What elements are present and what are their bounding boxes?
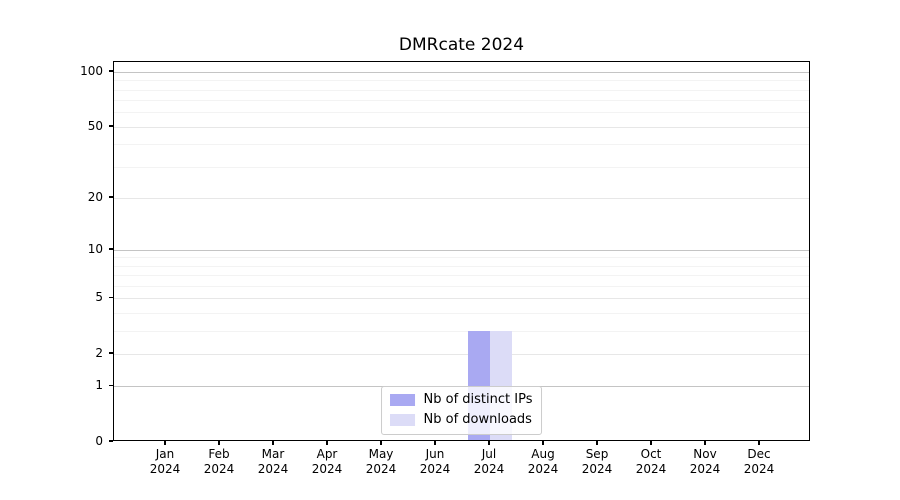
y-tick-label: 20: [87, 189, 103, 204]
x-tick-year: 2024: [743, 462, 775, 476]
x-tick-month: Sep: [585, 447, 609, 461]
x-tick-mark: [434, 441, 436, 445]
x-tick-mark: [488, 441, 490, 445]
legend-item: Nb of downloads: [389, 412, 533, 428]
y-tick-mark: [109, 196, 113, 198]
y-tick-mark: [109, 70, 113, 72]
y-minor-gridline: [114, 80, 809, 82]
y-tick-mark: [109, 248, 113, 250]
x-tick-mark: [758, 441, 760, 445]
y-minor-gridline: [114, 89, 809, 91]
x-tick-month: Jan: [155, 447, 175, 461]
legend-item: Nb of distinct IPs: [389, 392, 533, 408]
legend-label: Nb of distinct IPs: [423, 392, 533, 407]
legend: Nb of distinct IPs Nb of downloads: [380, 386, 543, 435]
y-major-gridline: [114, 197, 809, 199]
x-tick-month: May: [368, 447, 394, 461]
y-tick-mark: [109, 352, 113, 354]
x-tick-year: 2024: [311, 462, 343, 476]
y-major-gridline: [114, 249, 809, 251]
y-minor-gridline: [114, 166, 809, 168]
y-tick-label: 5: [95, 290, 103, 305]
y-minor-gridline: [114, 275, 809, 277]
x-tick-year: 2024: [527, 462, 559, 476]
plot-area: Nb of distinct IPs Nb of downloads: [113, 61, 810, 441]
y-tick-label: 0: [95, 434, 103, 448]
x-tick-label: Sep 2024: [567, 447, 627, 477]
x-tick-month: Jul: [481, 447, 497, 461]
x-tick-mark: [542, 441, 544, 445]
x-tick-year: 2024: [581, 462, 613, 476]
y-tick-label: 10: [87, 241, 103, 256]
y-minor-gridline: [114, 144, 809, 146]
y-minor-gridline: [114, 257, 809, 259]
x-tick-label: Jan 2024: [135, 447, 195, 477]
x-tick-label: Mar 2024: [243, 447, 303, 477]
x-tick-year: 2024: [365, 462, 397, 476]
x-tick-label: Feb 2024: [189, 447, 249, 477]
x-tick-mark: [596, 441, 598, 445]
x-tick-label: Nov 2024: [675, 447, 735, 477]
y-tick-mark: [109, 440, 113, 442]
x-tick-month: Mar: [261, 447, 285, 461]
y-minor-gridline: [114, 112, 809, 114]
x-tick-year: 2024: [419, 462, 451, 476]
y-major-gridline: [114, 126, 809, 128]
x-tick-year: 2024: [203, 462, 235, 476]
x-tick-mark: [650, 441, 652, 445]
y-major-gridline: [114, 353, 809, 355]
x-tick-year: 2024: [257, 462, 289, 476]
x-tick-month: Oct: [640, 447, 662, 461]
x-tick-month: Jun: [425, 447, 445, 461]
y-major-gridline: [114, 72, 809, 73]
x-tick-label: May 2024: [351, 447, 411, 477]
x-tick-year: 2024: [689, 462, 721, 476]
y-major-gridline: [114, 298, 809, 300]
legend-label: Nb of downloads: [423, 412, 532, 427]
y-tick-mark: [109, 384, 113, 387]
legend-swatch-downloads: [389, 414, 415, 426]
x-tick-mark: [704, 441, 706, 445]
x-tick-label: Oct 2024: [621, 447, 681, 477]
x-tick-month: Apr: [316, 447, 338, 461]
x-tick-month: Aug: [531, 447, 555, 461]
x-tick-label: Aug 2024: [513, 447, 573, 477]
y-tick-mark: [109, 296, 113, 299]
y-minor-gridline: [114, 100, 809, 102]
x-tick-label: Apr 2024: [297, 447, 357, 477]
x-tick-year: 2024: [635, 462, 667, 476]
x-tick-month: Feb: [208, 447, 230, 461]
y-minor-gridline: [114, 286, 809, 287]
x-tick-month: Dec: [747, 447, 771, 461]
legend-swatch-distinct-ips: [389, 394, 415, 406]
x-tick-mark: [380, 441, 382, 445]
x-tick-mark: [272, 441, 274, 445]
y-minor-gridline: [114, 265, 809, 267]
x-tick-label: Dec 2024: [729, 447, 789, 477]
x-tick-label: Jun 2024: [405, 447, 465, 477]
y-tick-label: 2: [95, 345, 103, 360]
y-tick-label: 100: [80, 64, 103, 78]
x-tick-year: 2024: [473, 462, 505, 476]
y-tick-label: 50: [87, 118, 103, 133]
y-minor-gridline: [114, 330, 809, 332]
chart-title: DMRcate 2024: [398, 35, 525, 55]
x-tick-month: Nov: [693, 447, 717, 461]
x-tick-label: Jul 2024: [459, 447, 519, 477]
x-tick-mark: [326, 441, 328, 445]
y-tick-label: 1: [95, 378, 103, 393]
x-tick-mark: [164, 441, 166, 445]
y-tick-mark: [109, 125, 113, 127]
x-tick-mark: [218, 441, 220, 445]
x-tick-year: 2024: [149, 462, 181, 476]
y-minor-gridline: [114, 313, 809, 314]
